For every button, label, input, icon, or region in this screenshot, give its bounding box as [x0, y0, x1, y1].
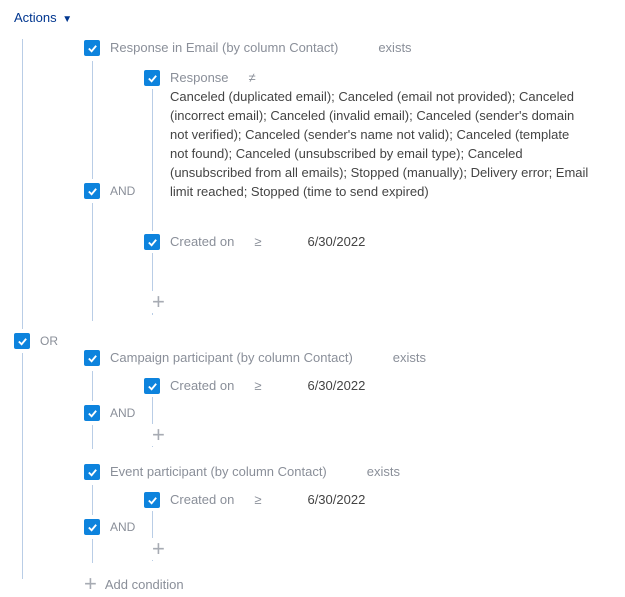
group-header: Event participant (by column Contact) ex… [84, 463, 400, 481]
tree-line [22, 39, 23, 579]
plus-icon: + [152, 293, 165, 311]
group-header: Response in Email (by column Contact) ex… [84, 39, 412, 57]
checkbox-or[interactable] [14, 333, 30, 349]
condition-field[interactable]: Created on [170, 491, 234, 509]
checkbox-group[interactable] [84, 40, 100, 56]
or-node: OR [14, 329, 58, 353]
checkbox-condition[interactable] [144, 70, 160, 86]
and-label[interactable]: AND [110, 182, 135, 200]
checkbox-group[interactable] [84, 464, 100, 480]
add-condition-button[interactable]: + Add condition [84, 573, 184, 597]
checkbox-condition[interactable] [144, 234, 160, 250]
and-node: AND [84, 179, 135, 203]
exists-label[interactable]: exists [367, 463, 400, 481]
tree-line [152, 67, 153, 315]
filter-tree: OR Response in Email (by column Contact)… [14, 39, 611, 579]
condition-operator[interactable]: ≥ [254, 491, 261, 509]
condition-row: Created on ≥ 6/30/2022 [144, 231, 365, 253]
checkbox-and[interactable] [84, 519, 100, 535]
condition-row: Response ≠ [144, 67, 256, 89]
condition-field[interactable]: Response [170, 69, 229, 87]
condition-operator[interactable]: ≥ [254, 233, 261, 251]
add-condition-inline[interactable]: + [148, 538, 169, 560]
and-node: AND [84, 515, 135, 539]
checkbox-and[interactable] [84, 183, 100, 199]
add-condition-inline[interactable]: + [148, 291, 169, 313]
checkbox-group[interactable] [84, 350, 100, 366]
actions-label: Actions [14, 10, 57, 25]
group-title[interactable]: Campaign participant (by column Contact) [110, 349, 353, 367]
condition-operator[interactable]: ≠ [249, 69, 256, 87]
condition-value[interactable]: 6/30/2022 [307, 491, 365, 509]
actions-dropdown[interactable]: Actions ▼ [14, 10, 611, 25]
condition-value[interactable]: Canceled (duplicated email); Canceled (e… [170, 87, 590, 201]
condition-field[interactable]: Created on [170, 377, 234, 395]
or-label[interactable]: OR [40, 332, 58, 350]
condition-value[interactable]: 6/30/2022 [307, 233, 365, 251]
condition-field[interactable]: Created on [170, 233, 234, 251]
exists-label[interactable]: exists [378, 39, 411, 57]
and-label[interactable]: AND [110, 518, 135, 536]
checkbox-condition[interactable] [144, 378, 160, 394]
plus-icon: + [84, 575, 97, 593]
chevron-down-icon: ▼ [62, 14, 72, 25]
group-title[interactable]: Event participant (by column Contact) [110, 463, 327, 481]
add-condition-inline[interactable]: + [148, 424, 169, 446]
add-condition-label: Add condition [105, 575, 184, 595]
and-label[interactable]: AND [110, 404, 135, 422]
exists-label[interactable]: exists [393, 349, 426, 367]
group-header: Campaign participant (by column Contact)… [84, 349, 426, 367]
checkbox-and[interactable] [84, 405, 100, 421]
plus-icon: + [152, 426, 165, 444]
group-title[interactable]: Response in Email (by column Contact) [110, 39, 338, 57]
and-node: AND [84, 401, 135, 425]
plus-icon: + [152, 540, 165, 558]
condition-value[interactable]: 6/30/2022 [307, 377, 365, 395]
condition-row: Created on ≥ 6/30/2022 [144, 489, 365, 511]
condition-row: Created on ≥ 6/30/2022 [144, 375, 365, 397]
condition-operator[interactable]: ≥ [254, 377, 261, 395]
checkbox-condition[interactable] [144, 492, 160, 508]
